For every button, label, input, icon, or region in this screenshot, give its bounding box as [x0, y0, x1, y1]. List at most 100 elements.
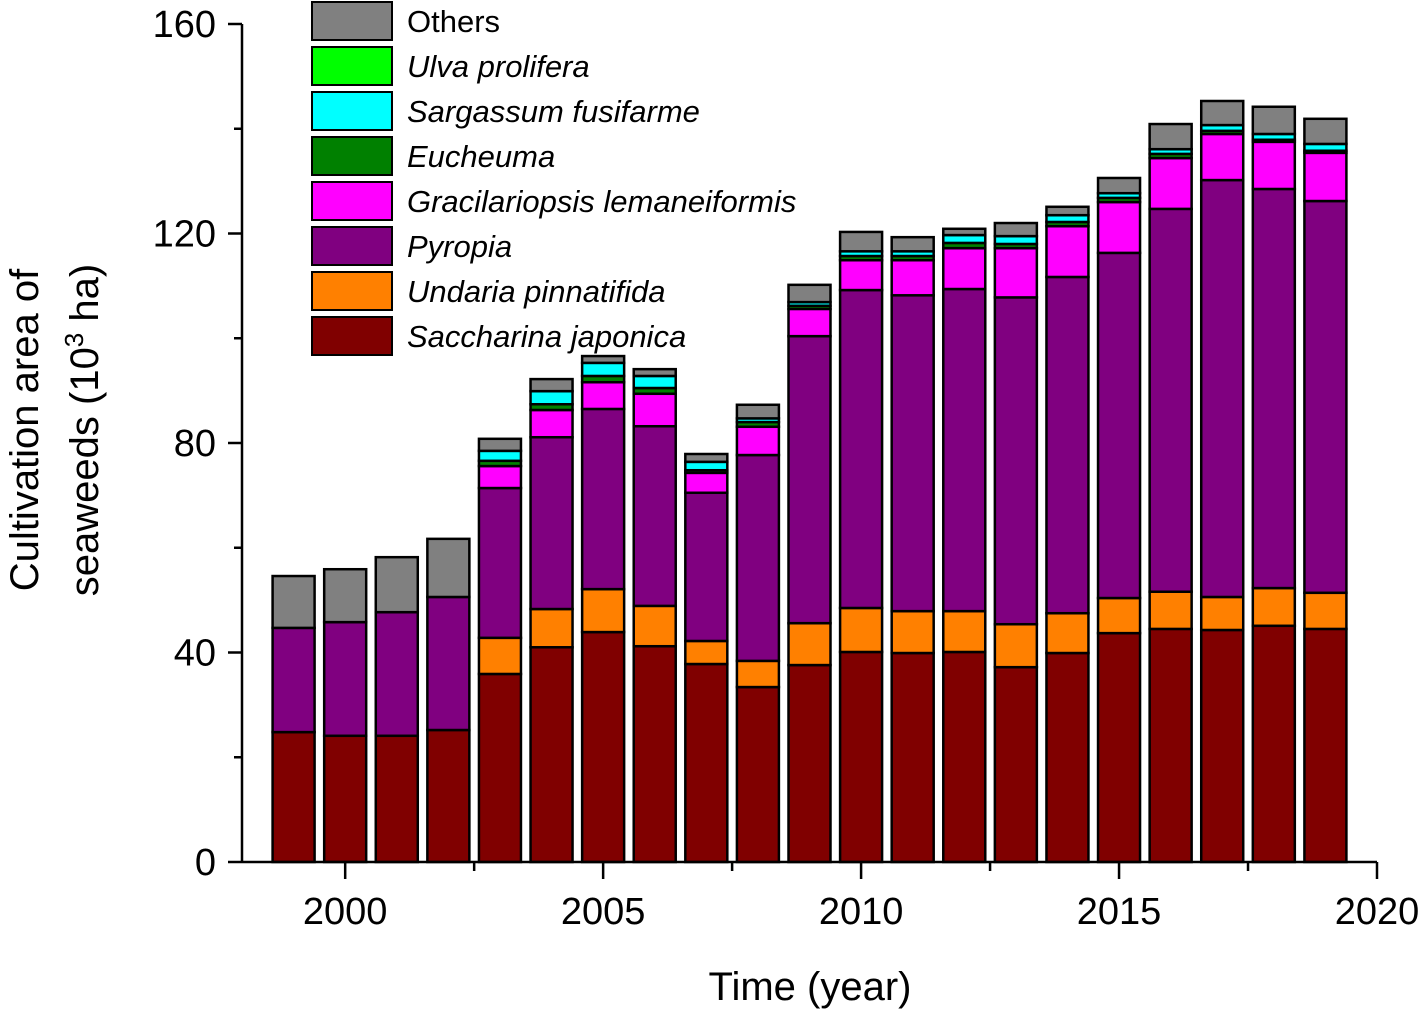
- bar-segment-others: [271, 574, 316, 630]
- bar-segment-pyropia: [684, 491, 729, 643]
- y-axis-title-sup: 3: [59, 333, 89, 347]
- bar-stack-2008: [735, 403, 781, 864]
- bar-segment-others: [890, 235, 935, 253]
- bar-segment-others: [426, 537, 471, 599]
- legend-swatch: [311, 271, 393, 311]
- bar-segment-saccharina-japonica: [374, 734, 420, 864]
- bar-segment-gracilariopsis-lemaneiformis: [1251, 140, 1297, 191]
- bar-segment-sargassum-fusifarme: [684, 460, 729, 472]
- y-axis-title-line1: Cultivation area of: [3, 268, 47, 591]
- y-axis-title-suffix: ha): [63, 264, 107, 333]
- y-tick-label: 0: [195, 842, 216, 884]
- bar-segment-pyropia: [735, 453, 781, 663]
- bar-stack-2015: [1096, 176, 1142, 864]
- bar-segment-others: [942, 227, 987, 237]
- legend-item: Others: [311, 1, 500, 41]
- bar-segment-pyropia: [838, 288, 884, 610]
- bar-segment-others: [993, 221, 1039, 238]
- bar-segment-undaria-pinnatifida: [890, 609, 935, 655]
- bar-segment-others: [580, 354, 626, 365]
- bar-stack-2004: [529, 377, 574, 864]
- bar-segment-pyropia: [322, 620, 368, 738]
- bar-stack-2007: [684, 452, 729, 864]
- legend-label: Pyropia: [407, 229, 512, 264]
- x-tick-label: 2020: [1335, 891, 1420, 933]
- bar-segment-saccharina-japonica: [684, 662, 729, 864]
- legend-label: Gracilariopsis lemaneiformis: [407, 184, 796, 219]
- bar-segment-saccharina-japonica: [1148, 627, 1193, 864]
- bar-segment-pyropia: [374, 610, 420, 738]
- bar-segment-others: [1251, 105, 1297, 136]
- bar-segment-gracilariopsis-lemaneiformis: [477, 464, 523, 490]
- bar-stack-2013: [993, 221, 1039, 864]
- bar-stack-2005: [580, 354, 626, 864]
- legend-item: Undaria pinnatifida: [311, 271, 666, 311]
- bar-segment-undaria-pinnatifida: [1251, 586, 1297, 628]
- bar-segment-gracilariopsis-lemaneiformis: [632, 392, 677, 428]
- legend-item: Sargassum fusifarme: [311, 91, 700, 131]
- legend-item: Eucheuma: [311, 136, 555, 176]
- y-tick-label: 80: [174, 423, 216, 465]
- bar-segment-gracilariopsis-lemaneiformis: [1199, 132, 1245, 182]
- bar-segment-undaria-pinnatifida: [787, 621, 832, 667]
- bar-stack-1999: [271, 574, 316, 864]
- x-tick-label: 2000: [303, 891, 388, 933]
- bar-segment-others: [477, 437, 523, 453]
- bar-segment-undaria-pinnatifida: [632, 604, 677, 648]
- bar-segment-gracilariopsis-lemaneiformis: [529, 408, 574, 439]
- legend-label: Ulva prolifera: [407, 49, 590, 84]
- bar-segment-saccharina-japonica: [942, 650, 987, 864]
- x-tick-label: 2015: [1077, 891, 1162, 933]
- legend-label: Others: [407, 4, 500, 39]
- bar-segment-pyropia: [1096, 251, 1142, 600]
- bar-segment-saccharina-japonica: [1251, 624, 1297, 864]
- bar-segment-saccharina-japonica: [890, 651, 935, 864]
- bar-segment-others: [632, 367, 677, 378]
- legend-swatch: [311, 91, 393, 131]
- bar-segment-saccharina-japonica: [271, 730, 316, 864]
- bar-segment-pyropia: [529, 435, 574, 611]
- bar-segment-pyropia: [477, 486, 523, 640]
- bar-segment-sargassum-fusifarme: [580, 361, 626, 378]
- x-tick-label: 2005: [561, 891, 646, 933]
- y-axis-title-prefix: seaweeds (10: [63, 347, 107, 596]
- bar-segment-saccharina-japonica: [838, 650, 884, 864]
- bar-segment-others: [787, 283, 832, 304]
- legend-item: Saccharina japonica: [311, 316, 686, 356]
- legend-item: Ulva prolifera: [311, 46, 590, 86]
- x-tick-label: 2010: [819, 891, 904, 933]
- bar-segment-saccharina-japonica: [1096, 631, 1142, 864]
- bar-segment-undaria-pinnatifida: [1045, 611, 1090, 655]
- bar-segment-undaria-pinnatifida: [942, 609, 987, 654]
- bar-segment-pyropia: [1199, 178, 1245, 599]
- y-tick-label: 160: [153, 4, 216, 46]
- y-tick-label: 40: [174, 633, 216, 675]
- bars-layer: [271, 99, 1348, 864]
- bar-segment-undaria-pinnatifida: [1148, 590, 1193, 631]
- bar-stack-2003: [477, 437, 523, 864]
- bar-segment-pyropia: [787, 334, 832, 625]
- bar-segment-saccharina-japonica: [632, 644, 677, 864]
- bar-stack-2012: [942, 227, 987, 864]
- bar-segment-saccharina-japonica: [1199, 628, 1245, 864]
- bar-segment-sargassum-fusifarme: [477, 449, 523, 463]
- bar-stack-2001: [374, 555, 420, 864]
- x-axis-title: Time (year): [709, 965, 912, 1009]
- bar-segment-pyropia: [993, 296, 1039, 626]
- bar-segment-undaria-pinnatifida: [735, 659, 781, 689]
- legend-swatch: [311, 316, 393, 356]
- bar-stack-2011: [890, 235, 935, 864]
- legend-item: Pyropia: [311, 226, 512, 266]
- bar-segment-pyropia: [942, 287, 987, 613]
- bar-segment-sargassum-fusifarme: [632, 374, 677, 390]
- bar-segment-pyropia: [271, 626, 316, 734]
- legend-swatch: [311, 181, 393, 221]
- bar-segment-gracilariopsis-lemaneiformis: [993, 246, 1039, 299]
- bar-segment-others: [374, 555, 420, 614]
- bar-stack-2019: [1303, 117, 1348, 864]
- bar-segment-pyropia: [1045, 275, 1090, 615]
- bar-segment-saccharina-japonica: [993, 665, 1039, 864]
- bar-segment-undaria-pinnatifida: [1199, 595, 1245, 632]
- bar-segment-gracilariopsis-lemaneiformis: [1148, 156, 1193, 211]
- bar-segment-pyropia: [1148, 207, 1193, 593]
